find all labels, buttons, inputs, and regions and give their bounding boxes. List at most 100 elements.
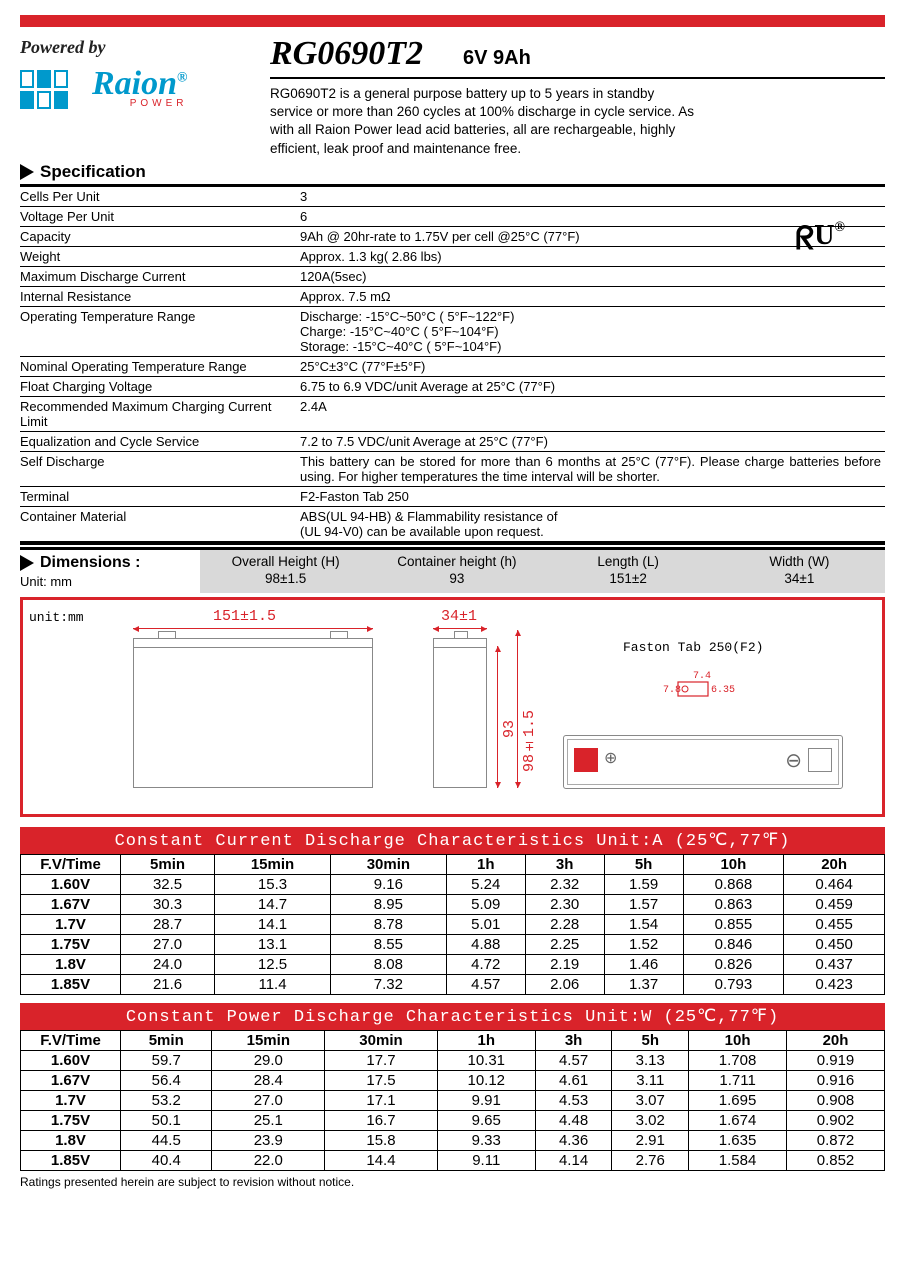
dimension-value: 34±1 <box>714 571 885 593</box>
table-cell: 23.9 <box>212 1130 325 1150</box>
table-cell: 2.76 <box>612 1150 689 1170</box>
table-cell: 9.33 <box>437 1130 535 1150</box>
table-cell: 4.88 <box>446 934 525 954</box>
spec-label: Capacity <box>20 226 300 246</box>
table-header: F.V/Time <box>21 854 121 874</box>
specification-table: Cells Per Unit3Voltage Per Unit6Capacity… <box>20 187 885 542</box>
spec-value: 2.4A <box>300 396 885 431</box>
table-header: 3h <box>535 1030 612 1050</box>
table-cell: 10.12 <box>437 1070 535 1090</box>
faston-label: Faston Tab 250(F2) <box>623 640 763 655</box>
table-cell: 1.46 <box>604 954 683 974</box>
table-cell: 24.0 <box>121 954 215 974</box>
dimension-header: Length (L) <box>543 550 714 572</box>
table-cell: 30.3 <box>121 894 215 914</box>
arrow-icon <box>20 555 34 571</box>
dimension-header: Width (W) <box>714 550 885 572</box>
table-cell: 14.1 <box>215 914 331 934</box>
row-label: 1.85V <box>21 974 121 994</box>
row-label: 1.67V <box>21 1070 121 1090</box>
table-cell: 1.635 <box>689 1130 787 1150</box>
spec-row: Maximum Discharge Current120A(5sec) <box>20 266 885 286</box>
table-row: 1.75V50.125.116.79.654.483.021.6740.902 <box>21 1110 885 1130</box>
positive-terminal <box>574 748 598 772</box>
spec-label: Maximum Discharge Current <box>20 266 300 286</box>
table-row: 1.60V59.729.017.710.314.573.131.7080.919 <box>21 1050 885 1070</box>
length-dimension: 151±1.5 <box>213 608 276 625</box>
table-cell: 4.14 <box>535 1150 612 1170</box>
dimension-header: Container height (h) <box>371 550 542 572</box>
row-label: 1.8V <box>21 954 121 974</box>
row-label: 1.60V <box>21 1050 121 1070</box>
table-row: 1.60V32.515.39.165.242.321.590.8680.464 <box>21 874 885 894</box>
table-cell: 4.61 <box>535 1070 612 1090</box>
model-column: RG0690T2 6V 9Ah RG0690T2 is a general pu… <box>260 35 885 158</box>
spec-row: Voltage Per Unit6 <box>20 206 885 226</box>
table-cell: 32.5 <box>121 874 215 894</box>
table-row: 1.67V30.314.78.955.092.301.570.8630.459 <box>21 894 885 914</box>
table-cell: 17.1 <box>325 1090 438 1110</box>
table-cell: 22.0 <box>212 1150 325 1170</box>
footnote: Ratings presented herein are subject to … <box>20 1175 885 1189</box>
table-header: 10h <box>683 854 784 874</box>
page: Powered by Raion® POWER RG0690T2 <box>0 15 905 1189</box>
powered-by-label: Powered by <box>20 37 260 58</box>
spec-value: 120A(5sec) <box>300 266 885 286</box>
spec-row: Recommended Maximum Charging Current Lim… <box>20 396 885 431</box>
battery-side-view <box>433 638 487 788</box>
table-header: 15min <box>215 854 331 874</box>
table-cell: 9.11 <box>437 1150 535 1170</box>
table-cell: 1.695 <box>689 1090 787 1110</box>
model-number: RG0690T2 <box>270 35 423 73</box>
current-discharge-table: F.V/Time5min15min30min1h3h5h10h20h1.60V3… <box>20 854 885 995</box>
table-cell: 7.32 <box>330 974 446 994</box>
power-table-title: Constant Power Discharge Characteristics… <box>20 1003 885 1030</box>
plus-icon: ⊕ <box>604 748 617 768</box>
table-header: 1h <box>446 854 525 874</box>
table-cell: 8.95 <box>330 894 446 914</box>
table-row: 1.85V40.422.014.49.114.142.761.5840.852 <box>21 1150 885 1170</box>
spec-value: This battery can be stored for more than… <box>300 451 885 486</box>
table-cell: 8.08 <box>330 954 446 974</box>
table-cell: 14.7 <box>215 894 331 914</box>
table-cell: 15.3 <box>215 874 331 894</box>
raion-icon <box>20 64 84 114</box>
battery-front-view <box>133 638 373 788</box>
spec-row: Cells Per Unit3 <box>20 187 885 207</box>
table-row: 1.67V56.428.417.510.124.613.111.7110.916 <box>21 1070 885 1090</box>
spec-label: Nominal Operating Temperature Range <box>20 356 300 376</box>
table-cell: 2.32 <box>525 874 604 894</box>
table-cell: 2.19 <box>525 954 604 974</box>
raion-logo: Raion® POWER <box>20 64 260 114</box>
table-cell: 1.59 <box>604 874 683 894</box>
spec-label: Cells Per Unit <box>20 187 300 207</box>
width-dimension: 34±1 <box>441 608 477 625</box>
spec-row: Container MaterialABS(UL 94-HB) & Flamma… <box>20 506 885 541</box>
table-cell: 2.25 <box>525 934 604 954</box>
table-cell: 4.48 <box>535 1110 612 1130</box>
spec-value: 6.75 to 6.9 VDC/unit Average at 25°C (77… <box>300 376 885 396</box>
table-cell: 3.07 <box>612 1090 689 1110</box>
dimensions-unit: Unit: mm <box>20 574 200 589</box>
spec-row: Internal ResistanceApprox. 7.5 mΩ <box>20 286 885 306</box>
height-H-arrow <box>517 630 518 788</box>
spec-label: Voltage Per Unit <box>20 206 300 226</box>
table-cell: 5.01 <box>446 914 525 934</box>
table-cell: 1.37 <box>604 974 683 994</box>
table-cell: 3.13 <box>612 1050 689 1070</box>
row-label: 1.7V <box>21 914 121 934</box>
table-cell: 0.793 <box>683 974 784 994</box>
table-cell: 2.91 <box>612 1130 689 1150</box>
spec-row: Equalization and Cycle Service7.2 to 7.5… <box>20 431 885 451</box>
table-cell: 13.1 <box>215 934 331 954</box>
table-row: 1.8V24.012.58.084.722.191.460.8260.437 <box>21 954 885 974</box>
table-row: 1.7V28.714.18.785.012.281.540.8550.455 <box>21 914 885 934</box>
row-label: 1.7V <box>21 1090 121 1110</box>
table-cell: 59.7 <box>121 1050 212 1070</box>
table-cell: 0.846 <box>683 934 784 954</box>
table-header: 20h <box>784 854 885 874</box>
ul-certification-mark: ᖇU® <box>795 220 845 258</box>
dimension-value: 151±2 <box>543 571 714 593</box>
battery-top-view: ⊕ ⊖ <box>563 735 843 789</box>
spec-value: Approx. 7.5 mΩ <box>300 286 885 306</box>
